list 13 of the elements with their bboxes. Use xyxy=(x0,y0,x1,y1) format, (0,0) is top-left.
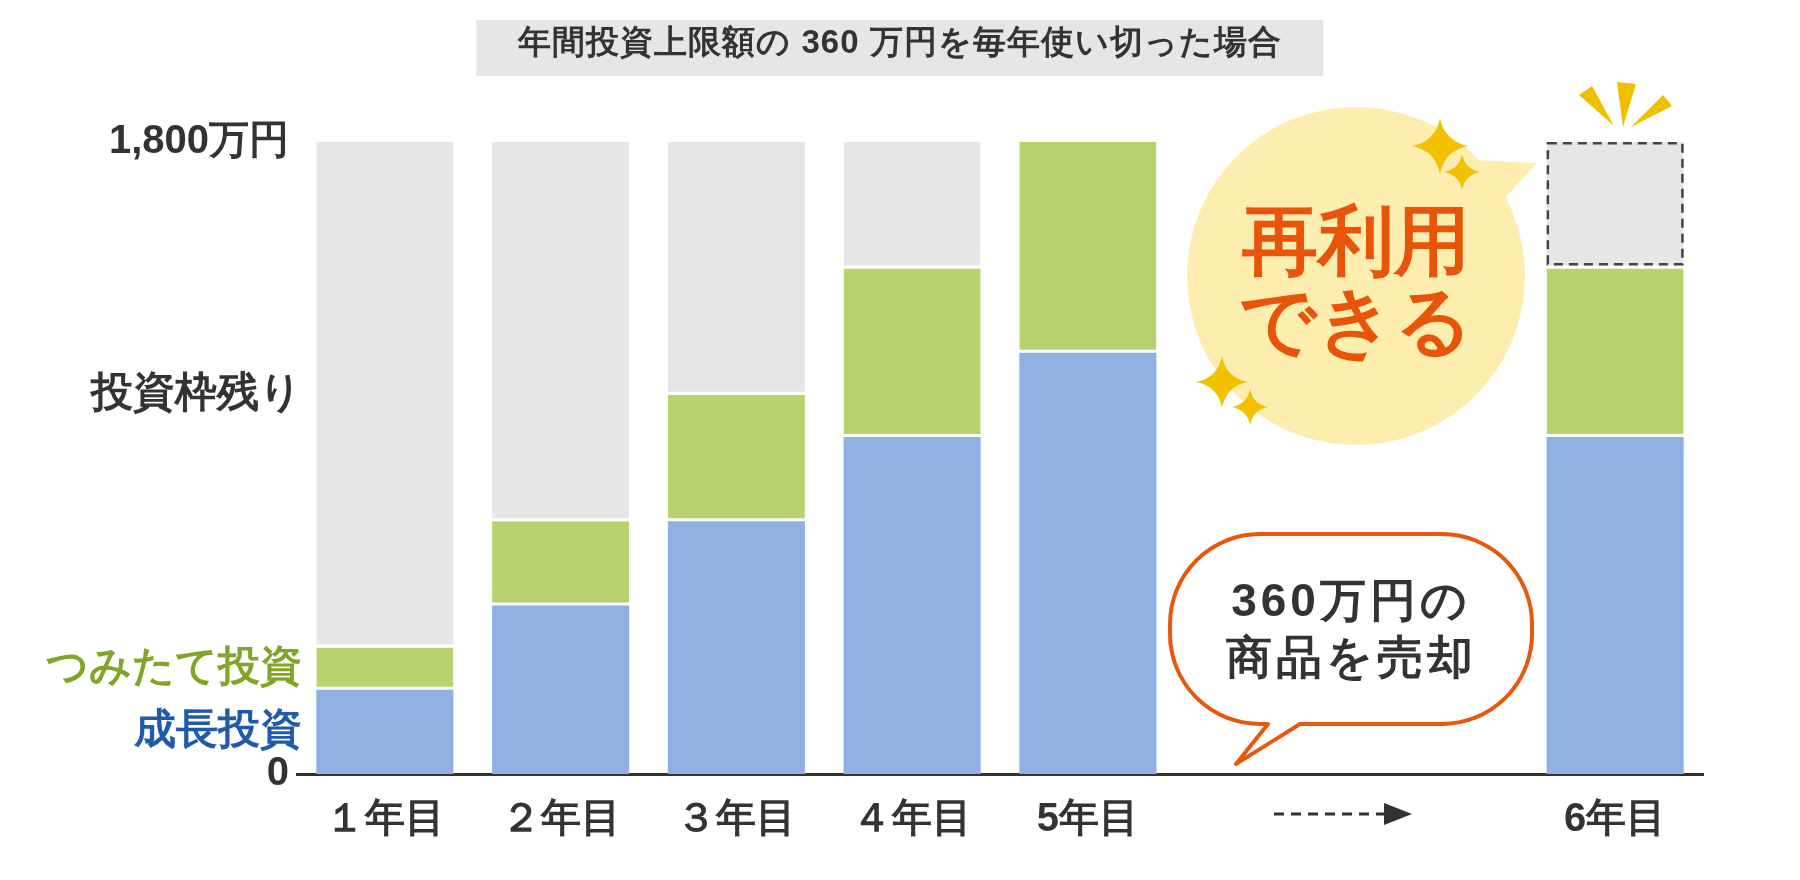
x-tick-label: 6年目 xyxy=(1564,795,1667,840)
x-tick-label: １年目 xyxy=(324,795,445,840)
chart-title: 年間投資上限額の 360 万円を毎年使い切った場合 xyxy=(476,20,1324,76)
annotation: 360万円の商品を売却 xyxy=(1224,572,1478,685)
series-label: つみたて投資 xyxy=(46,642,303,690)
speech-bubble: 360万円の商品を売却 xyxy=(1168,532,1534,766)
y-tick-label: 1,800万円 xyxy=(108,117,289,162)
annotation: 再利用できる xyxy=(1238,198,1474,363)
x-tick-label: 5年目 xyxy=(1036,795,1139,840)
x-tick-label: ３年目 xyxy=(676,795,797,840)
x-tick-label: ２年目 xyxy=(500,795,621,840)
x-tick-label: ４年目 xyxy=(852,795,973,840)
series-label: 投資枠残り xyxy=(89,368,303,416)
